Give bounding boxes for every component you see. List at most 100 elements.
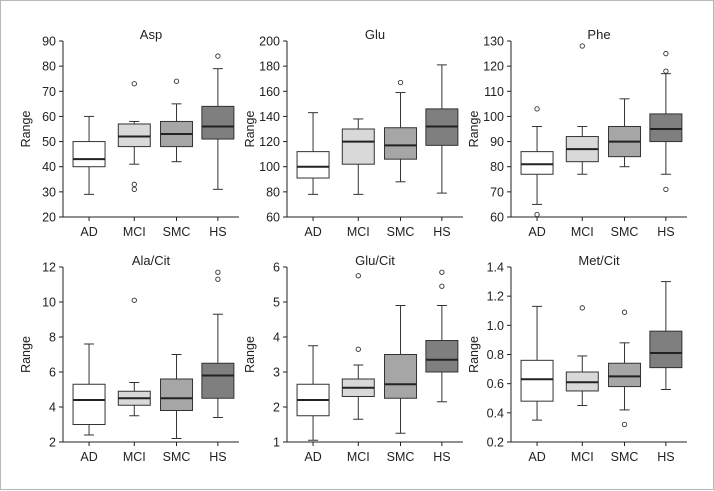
iqr-box (201, 105, 235, 140)
outlier-point (131, 186, 137, 192)
outlier-point (621, 309, 628, 315)
y-tick-label: 0.2 (487, 436, 504, 450)
y-tick-label: 6 (49, 366, 56, 380)
y-tick-label: 100 (483, 110, 504, 124)
x-tick-label: HS (209, 450, 226, 464)
outlier-point (131, 297, 137, 303)
x-tick-label: HS (209, 225, 226, 239)
x-tick-label: SMC (611, 225, 639, 239)
box-smc: SMC (384, 305, 418, 464)
y-tick-label: 80 (266, 185, 280, 199)
x-tick-label: MCI (347, 225, 370, 239)
outlier-point (355, 273, 361, 279)
x-tick-label: AD (528, 225, 545, 239)
iqr-box (520, 359, 554, 402)
x-tick-label: AD (528, 450, 545, 464)
outlier-point (579, 305, 585, 311)
y-tick-label: 1 (273, 436, 280, 450)
panel-ala-cit: Ala/Cit Range 2 4 6 8 10 12 AD MCI SMC HS (19, 253, 239, 464)
panel-asp: Asp Range 20 30 40 50 60 70 80 90 AD MCI SMC HS (19, 27, 239, 239)
y-tick-label: 1.4 (487, 261, 504, 275)
x-tick-label: MCI (347, 450, 370, 464)
box-hs: HS (201, 269, 235, 464)
y-tick-label: 140 (259, 110, 280, 124)
iqr-box (384, 354, 418, 399)
y-tick-label: 50 (42, 135, 56, 149)
panel-title: Asp (140, 27, 162, 42)
box-ad: AD (72, 343, 106, 464)
y-axis-label: Range (19, 111, 33, 148)
panel-title: Glu (365, 27, 385, 42)
y-tick-label: 1.2 (487, 290, 504, 304)
box-mci: MCI (341, 118, 375, 239)
y-tick-label: 2 (49, 436, 56, 450)
y-tick-label: 100 (259, 160, 280, 174)
iqr-box (296, 151, 330, 179)
panel-met-cit: Met/Cit Range 0.2 0.4 0.6 0.8 1.0 1.2 1.4 AD MCI SM… (467, 253, 687, 464)
x-tick-label: MCI (123, 225, 146, 239)
y-tick-label: 30 (42, 185, 56, 199)
y-tick-label: 0.4 (487, 406, 504, 420)
x-tick-label: SMC (387, 450, 415, 464)
outlier-point (534, 106, 540, 112)
box-mci: MCI (341, 273, 375, 464)
box-ad: AD (296, 112, 330, 239)
x-tick-label: MCI (123, 450, 146, 464)
iqr-box (72, 141, 106, 168)
x-tick-label: AD (80, 450, 97, 464)
panel-title: Ala/Cit (132, 253, 171, 268)
box-ad: AD (520, 305, 554, 464)
outlier-point (215, 276, 221, 282)
box-smc: SMC (160, 78, 194, 239)
y-tick-label: 40 (42, 160, 56, 174)
outlier-point (663, 186, 669, 192)
box-hs: HS (649, 281, 683, 464)
y-tick-label: 120 (259, 135, 280, 149)
y-axis-label: Range (243, 111, 257, 148)
outlier-point (173, 78, 180, 84)
y-tick-label: 70 (42, 85, 56, 99)
outlier-point (131, 181, 137, 187)
x-tick-label: MCI (571, 225, 594, 239)
box-hs: HS (425, 64, 459, 239)
y-tick-label: 0.8 (487, 348, 504, 362)
box-smc: SMC (384, 79, 418, 239)
iqr-box (520, 151, 554, 175)
y-tick-label: 160 (259, 85, 280, 99)
y-tick-label: 1.0 (487, 319, 504, 333)
y-tick-label: 80 (490, 160, 504, 174)
x-tick-label: SMC (163, 450, 191, 464)
y-axis-label: Range (467, 336, 481, 373)
x-tick-label: AD (80, 225, 97, 239)
iqr-box (117, 123, 151, 148)
x-tick-label: SMC (163, 225, 191, 239)
y-tick-label: 6 (273, 261, 280, 275)
y-tick-label: 80 (42, 60, 56, 74)
iqr-box (72, 383, 106, 425)
outlier-point (439, 269, 445, 275)
iqr-box (608, 362, 642, 388)
y-axis-label: Range (467, 111, 481, 148)
x-tick-label: MCI (571, 450, 594, 464)
outlier-point (579, 43, 585, 49)
box-smc: SMC (608, 309, 642, 464)
box-hs: HS (201, 53, 235, 239)
outlier-point (131, 81, 137, 87)
iqr-box (649, 113, 683, 143)
box-ad: AD (296, 345, 330, 464)
outlier-point (534, 211, 540, 218)
x-tick-label: AD (304, 450, 321, 464)
iqr-box (201, 362, 235, 399)
iqr-box (160, 378, 194, 411)
y-tick-label: 8 (49, 331, 56, 345)
y-tick-label: 5 (273, 296, 280, 310)
y-tick-label: 60 (490, 211, 504, 225)
outlier-point (215, 53, 221, 59)
x-tick-label: HS (433, 225, 450, 239)
y-tick-label: 200 (259, 35, 280, 49)
panel-title: Met/Cit (578, 253, 620, 268)
box-mci: MCI (117, 297, 151, 464)
outlier-point (663, 50, 669, 57)
y-tick-label: 120 (483, 60, 504, 74)
